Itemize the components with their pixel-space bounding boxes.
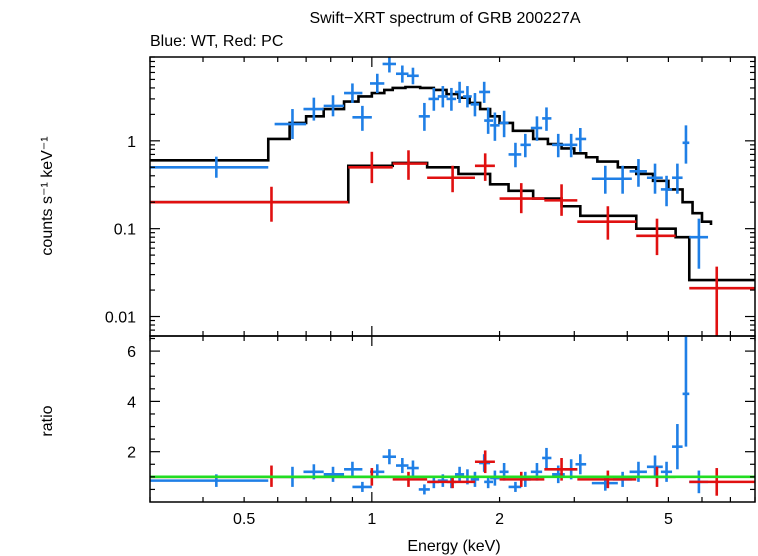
y-tick-label: 4 [127, 394, 136, 411]
y-tick-label: 0.1 [114, 222, 136, 239]
top-y-axis-label: counts s⁻¹ keV⁻¹ [39, 136, 56, 255]
ratio-frame [149, 335, 756, 503]
y-tick-label: 2 [127, 445, 136, 462]
x-axis-label: Energy (keV) [407, 538, 500, 555]
x-tick-label: 1 [367, 511, 376, 528]
data-series-0 [150, 57, 709, 269]
model-step-line [150, 85, 713, 226]
ratio-panel: 0.5 1 2 5 2 4 6 [127, 335, 756, 528]
y-tick-label: 6 [127, 344, 136, 361]
spectrum-panel: 1 0.1 0.01 [105, 56, 756, 337]
y-tick-label: 1 [127, 134, 136, 151]
data-series-1 [150, 150, 755, 336]
x-tick-label: 5 [664, 511, 673, 528]
chart-subtitle: Blue: WT, Red: PC [150, 33, 283, 50]
y-tick-label: 0.01 [105, 310, 136, 327]
x-tick-label: 2 [495, 511, 504, 528]
chart-title: Swift−XRT spectrum of GRB 200227A [309, 10, 580, 27]
data-series-0 [150, 336, 709, 495]
x-tick-label: 0.5 [233, 511, 255, 528]
bottom-y-axis-label: ratio [39, 405, 56, 436]
